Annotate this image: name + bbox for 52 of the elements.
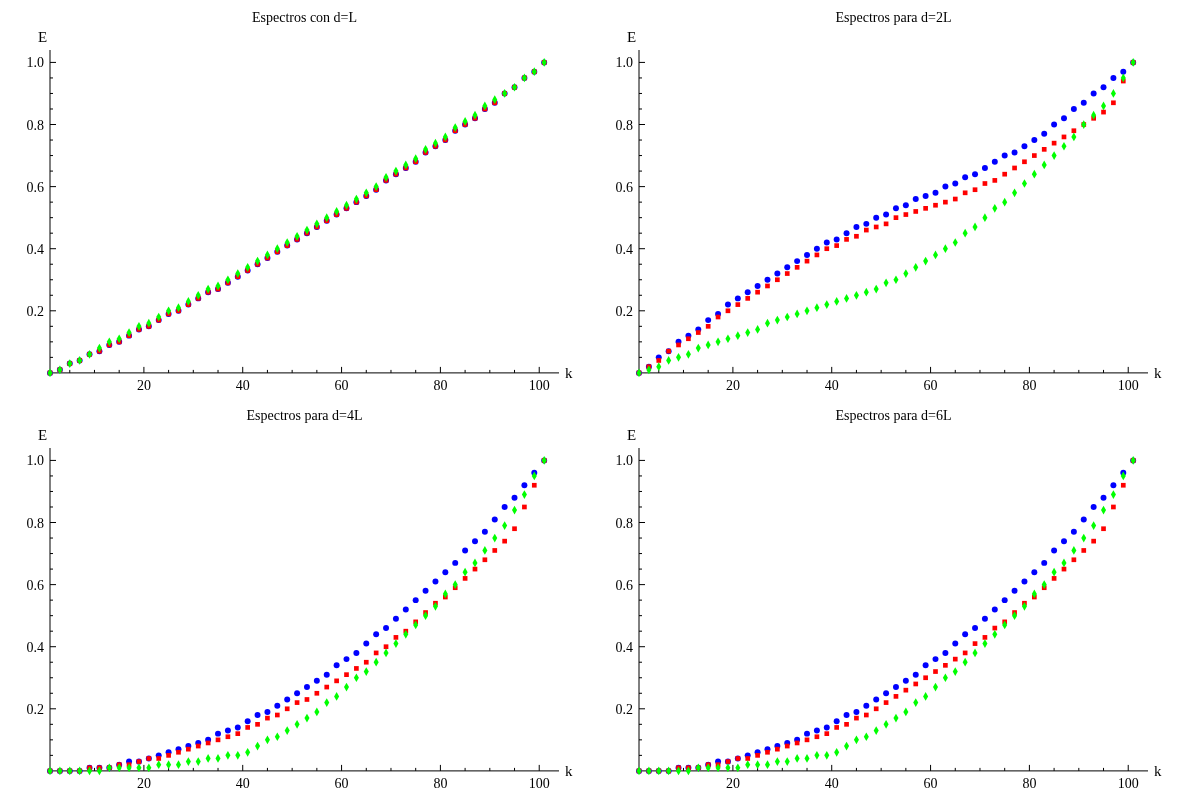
- y-tick-label: 1.0: [26, 453, 44, 469]
- y-tick-label: 0.6: [26, 179, 44, 195]
- x-tick-label: 40: [824, 775, 839, 791]
- x-tick-label: 80: [433, 775, 448, 791]
- y-tick-label: 0.4: [615, 241, 633, 257]
- y-tick-label: 0.6: [615, 577, 633, 593]
- chart-title: Espectros para d=6L: [835, 408, 952, 423]
- x-tick-label: 60: [334, 377, 349, 393]
- y-tick-label: 0.6: [26, 577, 44, 593]
- x-tick-label: 100: [528, 377, 550, 393]
- chart-title: Espectros con d=L: [251, 10, 358, 25]
- y-tick-label: 0.4: [26, 639, 44, 655]
- y-tick-label: 0.2: [26, 303, 44, 319]
- y-tick-label: 0.4: [615, 639, 633, 655]
- x-tick-label: 20: [136, 377, 151, 393]
- y-axis-title: E: [38, 29, 48, 45]
- x-tick-label: 40: [235, 775, 250, 791]
- x-tick-label: 100: [1117, 377, 1139, 393]
- x-tick-label: 60: [334, 775, 349, 791]
- y-tick-label: 1.0: [26, 55, 44, 71]
- x-axis-title: k: [1154, 364, 1162, 381]
- y-tick-label: 0.2: [615, 701, 633, 717]
- x-axis-title: k: [565, 762, 573, 779]
- x-axis-title: k: [1154, 762, 1162, 779]
- y-tick-label: 1.0: [615, 55, 633, 71]
- x-tick-label: 60: [923, 775, 938, 791]
- x-tick-label: 20: [725, 377, 740, 393]
- y-tick-label: 0.8: [615, 117, 633, 133]
- x-tick-label: 40: [235, 377, 250, 393]
- x-tick-label: 100: [1117, 775, 1139, 791]
- y-tick-label: 0.6: [615, 179, 633, 195]
- x-tick-label: 100: [528, 775, 550, 791]
- y-tick-label: 0.2: [615, 303, 633, 319]
- x-tick-label: 20: [136, 775, 151, 791]
- x-tick-label: 20: [725, 775, 740, 791]
- x-tick-label: 80: [1022, 377, 1037, 393]
- x-tick-label: 80: [1022, 775, 1037, 791]
- y-axis-title: E: [627, 29, 637, 45]
- x-tick-label: 80: [433, 377, 448, 393]
- y-tick-label: 1.0: [615, 453, 633, 469]
- x-tick-label: 60: [923, 377, 938, 393]
- y-tick-label: 0.2: [26, 701, 44, 717]
- chart-title: Espectros para d=2L: [835, 10, 952, 25]
- y-tick-label: 0.8: [615, 515, 633, 531]
- chart-title: Espectros para d=4L: [246, 408, 363, 423]
- y-tick-label: 0.4: [26, 241, 44, 257]
- y-tick-label: 0.8: [26, 515, 44, 531]
- y-axis-title: E: [38, 427, 48, 443]
- x-tick-label: 40: [824, 377, 839, 393]
- x-axis-title: k: [565, 364, 573, 381]
- y-axis-title: E: [627, 427, 637, 443]
- y-tick-label: 0.8: [26, 117, 44, 133]
